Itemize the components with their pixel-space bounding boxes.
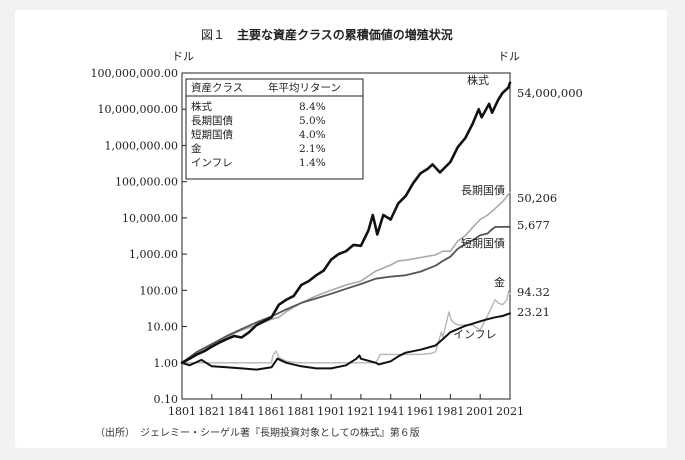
y-tick-label: 10.00 [147,321,179,334]
x-axis: 1801 1821 1841 1861 1881 1901 1921 1941 1961 1981… [168,394,524,418]
legend: 資産クラス 年平均リターン 株式 8.4% 長期国債 5.0% 短期国債 4.0… [185,78,364,180]
legend-asset-gold: 金 [191,142,202,155]
figure-title: 主要な資産クラスの累積価値の増殖状況 [237,27,453,42]
series-label-inflation: インフレ [453,328,497,341]
source-note: （出所） ジェレミー・シーゲル著『長期投資対象としての株式』第６版 [95,426,420,439]
y-axis: 0.10 1.00 10.00 100.00 1,000.00 10,000.00 100,… [91,67,187,406]
legend-return-gold: 2.1% [299,143,326,155]
y-tick-label: 100,000.00 [115,176,178,189]
x-tick-label: 1941 [377,405,405,418]
series-line-short-bills [181,225,511,364]
x-tick-label: 1881 [287,405,315,418]
y-tick-label: 10,000,000.00 [98,103,178,116]
y-tick-label: 100.00 [140,284,179,297]
end-label-short-bills: 5,677 [517,218,550,232]
end-label-gold: 94.32 [517,285,550,299]
y-tick-label: 100,000,000.00 [91,67,178,80]
end-label-long-bonds: 50,206 [517,191,557,205]
y-tick-label: 1.00 [154,357,179,370]
x-tick-label: 2001 [466,405,494,418]
legend-asset-stocks: 株式 [191,100,212,113]
series-label-short-bills: 短期国債 [461,236,505,250]
figure-card: 図１ 主要な資産クラスの累積価値の増殖状況 ドル ドル 0.10 1.00 10.0… [15,10,667,448]
legend-header-asset: 資産クラス [191,81,243,94]
series-label-stocks: 株式 [467,73,489,87]
series-lines [180,81,512,371]
series-line-inflation [181,312,511,371]
plot-frame [181,72,511,400]
x-tick-label: 1861 [257,405,285,418]
y-unit-right: ドル [498,50,520,63]
legend-asset-short-bills: 短期国債 [191,128,233,141]
legend-asset-inflation: インフレ [191,157,233,169]
y-tick-label: 0.10 [154,393,179,406]
legend-return-long-bonds: 5.0% [299,115,326,127]
x-tick-label: 2021 [496,405,524,418]
x-tick-label: 1921 [347,405,375,418]
x-tick-label: 1821 [198,405,226,418]
series-line-gold [181,290,511,364]
figure-label: 図１ [201,28,225,42]
end-label-stocks: 54,000,000 [517,86,583,100]
x-tick-label: 1981 [436,405,464,418]
series-label-gold: 金 [494,275,505,289]
legend-return-stocks: 8.4% [299,101,326,113]
series-label-long-bonds: 長期国債 [461,183,505,197]
x-tick-label: 1801 [168,405,196,418]
series-line-stocks [180,81,512,365]
legend-header-return: 年平均リターン [268,81,341,94]
x-tick-label: 1961 [407,405,435,418]
x-tick-label: 1901 [317,405,345,418]
chart: 図１ 主要な資産クラスの累積価値の増殖状況 ドル ドル 0.10 1.00 10.0… [91,27,583,439]
y-unit-left: ドル [172,50,194,63]
end-label-inflation: 23.21 [517,305,550,319]
legend-return-short-bills: 4.0% [299,129,326,141]
legend-return-inflation: 1.4% [299,157,326,169]
y-tick-label: 1,000.00 [129,248,178,261]
x-tick-label: 1841 [228,405,256,418]
legend-asset-long-bonds: 長期国債 [191,114,233,127]
y-tick-label: 10,000.00 [122,212,178,225]
y-tick-label: 1,000,000.00 [105,139,178,152]
